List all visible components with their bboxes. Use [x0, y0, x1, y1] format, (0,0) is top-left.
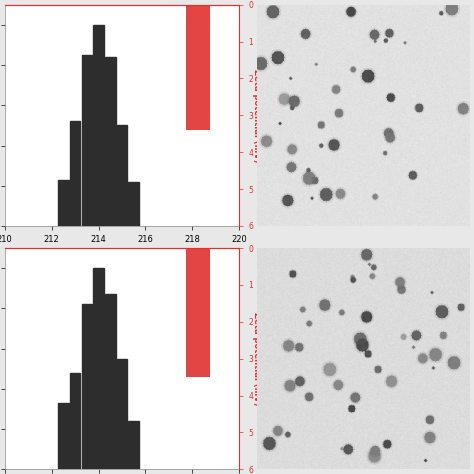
Bar — [128, 182, 139, 226]
Bar — [93, 25, 104, 226]
Bar — [70, 373, 81, 469]
Bar — [70, 121, 81, 226]
Bar — [105, 57, 116, 226]
Y-axis label: Zeta potential (mV): Zeta potential (mV) — [253, 69, 262, 162]
Bar — [58, 180, 69, 226]
X-axis label: Particle size (nm): Particle size (nm) — [77, 249, 167, 258]
Bar — [186, 5, 210, 130]
Bar — [82, 304, 92, 469]
Bar — [105, 294, 116, 469]
Bar — [117, 126, 127, 226]
Y-axis label: Zeta potential (mV): Zeta potential (mV) — [253, 312, 262, 405]
Bar — [82, 55, 92, 226]
Bar — [58, 403, 69, 469]
Bar — [128, 421, 139, 469]
Bar — [93, 268, 104, 469]
Bar — [117, 359, 127, 469]
Bar — [186, 248, 210, 377]
